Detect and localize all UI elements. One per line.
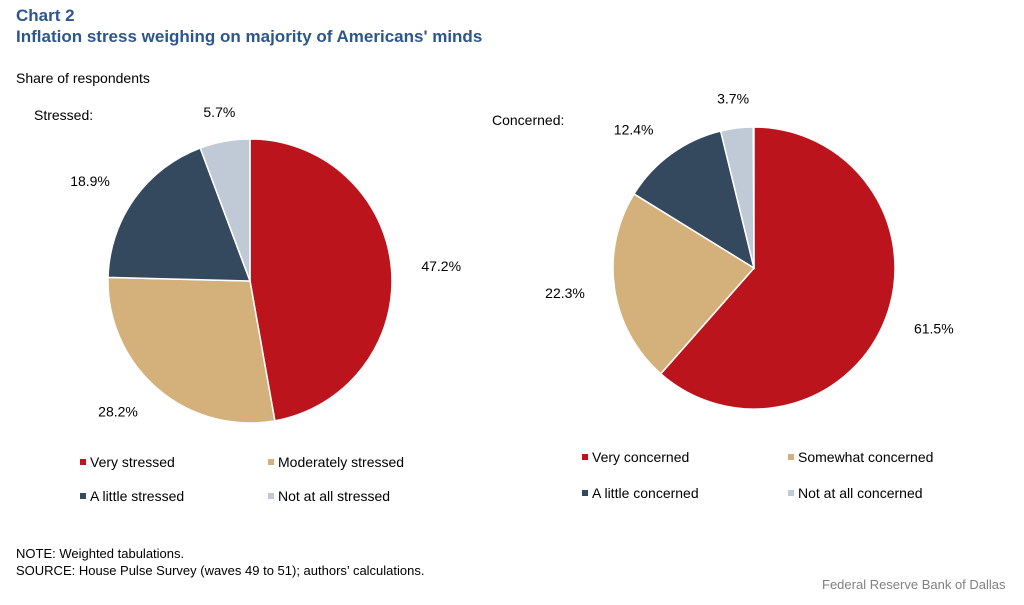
legend-label: Not at all concerned <box>798 485 923 501</box>
data-label: 61.5% <box>914 320 954 336</box>
legend-swatch <box>80 459 86 465</box>
legend-label: A little stressed <box>90 488 185 504</box>
legend-swatch <box>582 454 588 460</box>
pie-slice <box>107 147 252 282</box>
legend-item: Moderately stressed <box>268 454 404 470</box>
legend-swatch <box>788 454 794 460</box>
pie-label-stressed: Stressed: <box>34 107 94 123</box>
legend-label: Somewhat concerned <box>798 449 934 465</box>
legend-swatch <box>582 490 588 496</box>
legend-item: A little stressed <box>80 488 184 504</box>
legend-item: Very stressed <box>80 454 175 470</box>
source: SOURCE: House Pulse Survey (waves 49 to … <box>16 563 425 578</box>
legend-item: Very concerned <box>582 449 689 465</box>
legend-label: Not at all stressed <box>278 488 391 504</box>
data-label: 5.7% <box>203 104 235 120</box>
pie-slice <box>249 138 393 422</box>
pie-slice <box>107 276 276 424</box>
legend-item: Somewhat concerned <box>788 449 933 465</box>
pie-slice <box>659 126 896 410</box>
data-label: 18.9% <box>70 173 110 189</box>
chart-subtitle: Share of respondents <box>16 70 150 86</box>
data-label: 3.7% <box>717 90 749 106</box>
legend-swatch <box>268 459 274 465</box>
data-label: 28.2% <box>98 403 138 419</box>
legend-label: Very stressed <box>90 454 175 470</box>
legend-label: A little concerned <box>592 485 699 501</box>
data-label: 22.3% <box>545 285 585 301</box>
legend-swatch <box>80 493 86 499</box>
pie-slice <box>632 130 756 270</box>
legend-item: Not at all stressed <box>268 488 390 504</box>
data-label: 47.2% <box>421 258 461 274</box>
credit: Federal Reserve Bank of Dallas <box>822 577 1006 592</box>
data-label: 12.4% <box>614 122 654 138</box>
legend-item: Not at all concerned <box>788 485 923 501</box>
pie-label-concerned: Concerned: <box>492 112 565 128</box>
pie-slice <box>612 192 756 375</box>
legend-label: Moderately stressed <box>278 454 405 470</box>
legend-label: Very concerned <box>592 449 690 465</box>
note: NOTE: Weighted tabulations. <box>16 546 185 561</box>
legend-item: A little concerned <box>582 485 699 501</box>
pie-slice <box>199 138 251 282</box>
chart-number: Chart 2 <box>16 6 75 25</box>
legend-swatch <box>788 490 794 496</box>
chart-title: Inflation stress weighing on majority of… <box>16 27 483 46</box>
pie-slice <box>719 126 755 269</box>
legend-swatch <box>268 493 274 499</box>
